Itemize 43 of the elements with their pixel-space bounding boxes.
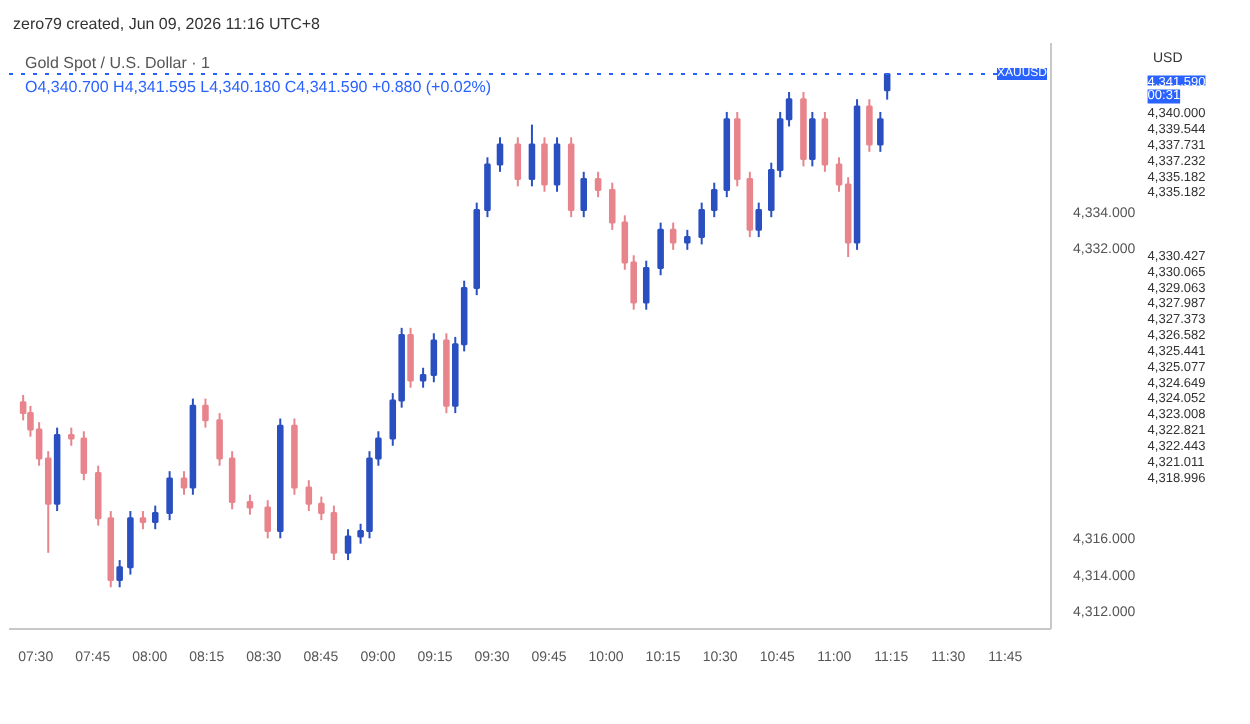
- candlestick: [608, 181, 616, 231]
- text: zero79 created, Jun 09, 2026 11:16 UTC+8: [13, 15, 322, 33]
- candlestick: [264, 499, 272, 540]
- candlestick: [202, 397, 209, 429]
- candlestick: [80, 430, 88, 482]
- candlestick: [166, 470, 173, 522]
- candlestick: [809, 110, 816, 168]
- candlestick: [94, 464, 102, 527]
- candlestick: [246, 493, 254, 516]
- candlestick: [116, 559, 123, 589]
- candlestick: [68, 426, 75, 447]
- candlestick: [344, 528, 352, 562]
- candlestick: [407, 326, 414, 389]
- text: O4,340.700 H4,341.595 L4,340.180 C4,341.590 +0.880 (+0.02%): [25, 78, 492, 96]
- candlestick: [594, 170, 602, 199]
- candlestick: [755, 201, 763, 239]
- candlestick: [669, 221, 677, 251]
- candlestick: [430, 332, 438, 384]
- candlestick: [180, 470, 188, 496]
- candlestick: [151, 504, 159, 531]
- candlestick: [698, 201, 705, 246]
- candlestick: [710, 181, 718, 219]
- candlestick: [684, 228, 691, 251]
- candlestick: [580, 170, 588, 219]
- candlestick: [139, 510, 147, 531]
- candlestick: [821, 110, 829, 173]
- candlestick: [305, 479, 313, 513]
- candlestick: [496, 136, 504, 173]
- candlestick: [484, 156, 491, 219]
- candlestick: [642, 259, 650, 311]
- candlestick: [318, 495, 325, 522]
- candlestick: [541, 136, 548, 193]
- candlestick: [877, 110, 884, 153]
- candlestick: [330, 504, 338, 562]
- text: Gold Spot / U.S. Dollar · 1: [25, 54, 212, 72]
- candlestick: [866, 98, 873, 153]
- candlestick: [419, 366, 427, 389]
- candlestick: [228, 450, 236, 511]
- candlestick: [514, 136, 522, 188]
- candlestick: [216, 412, 223, 467]
- candlestick: [657, 221, 664, 277]
- candlestick: [528, 123, 536, 188]
- candlestick: [553, 136, 561, 193]
